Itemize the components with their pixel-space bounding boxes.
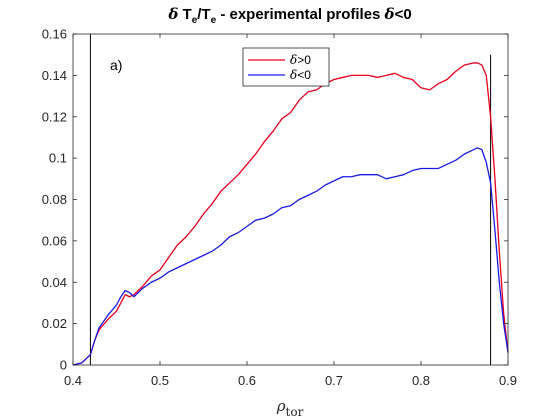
chart-title: δ Te/Te - experimental profiles δ<0 xyxy=(167,5,411,26)
x-tick-label: 0.5 xyxy=(151,373,169,388)
y-tick-label: 0.04 xyxy=(42,275,67,290)
y-tick-label: 0.14 xyxy=(42,68,67,83)
y-tick-label: 0.06 xyxy=(42,233,67,248)
y-axis: 0 0.02 0.04 0.06 0.08 0.1 0.12 0.14 0.16 xyxy=(42,27,508,373)
series-group xyxy=(72,62,509,366)
x-tick-label: 0.8 xyxy=(412,373,430,388)
x-tick-label: 0.7 xyxy=(325,373,343,388)
y-tick-label: 0.08 xyxy=(42,192,67,207)
vertical-lines-group xyxy=(89,34,492,365)
y-tick-label: 0.02 xyxy=(42,316,67,331)
legend-label-delta-neg: δ<0 xyxy=(290,68,311,82)
y-tick-label: 0.12 xyxy=(42,109,67,124)
y-tick-label: 0 xyxy=(60,358,67,373)
y-tick-label: 0.16 xyxy=(42,27,67,42)
legend-label-delta-pos: δ>0 xyxy=(290,53,311,67)
legend-box xyxy=(242,47,330,87)
plot-area xyxy=(73,34,508,365)
x-tick-label: 0.9 xyxy=(499,373,517,388)
x-axis-label: ρtor xyxy=(276,397,304,419)
x-tick-label: 0.4 xyxy=(64,373,82,388)
series-line-delta-pos xyxy=(72,62,509,366)
x-axis: 0.4 0.5 0.6 0.7 0.8 0.9 xyxy=(64,34,517,388)
panel-annotation: a) xyxy=(110,57,122,73)
legend: δ>0 δ<0 xyxy=(242,47,330,87)
x-tick-label: 0.6 xyxy=(238,373,256,388)
series-line-delta-neg xyxy=(72,147,509,366)
y-tick-label: 0.1 xyxy=(49,151,67,166)
